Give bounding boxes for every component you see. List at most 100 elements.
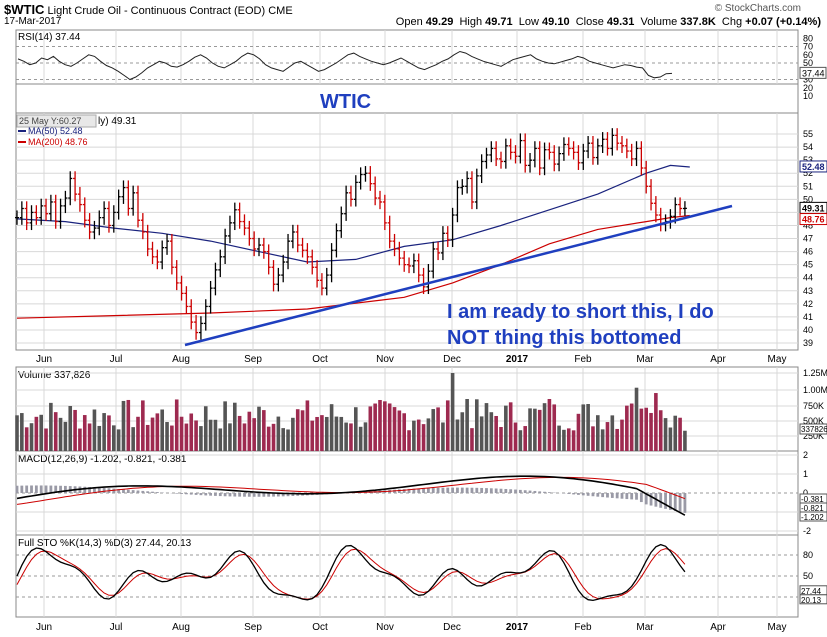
volume-bar: [479, 416, 484, 451]
volume-bar: [271, 423, 276, 451]
volume-bar: [136, 416, 140, 451]
price-bar: [261, 237, 266, 259]
volume-bar: [421, 424, 426, 451]
macd-hist-bar: [233, 493, 237, 497]
macd-hist-bar: [223, 493, 227, 497]
ohlc-readout: Open 49.29 High 49.71 Low 49.10 Close 49…: [396, 16, 821, 28]
high-label: High: [459, 16, 483, 28]
price-bar: [378, 190, 382, 210]
x-tick-label: Sep: [244, 622, 262, 633]
volume-bar: [518, 430, 523, 451]
macd-hist-bar: [209, 493, 212, 496]
price-bar: [547, 142, 552, 160]
volume-bar: [324, 416, 329, 451]
price-bar: [126, 180, 131, 216]
price-bar: [160, 240, 165, 270]
volume-bar: [189, 413, 194, 451]
macd-hist-bar: [228, 493, 232, 497]
macd-hist-bar: [39, 485, 43, 493]
price-bar: [257, 237, 261, 257]
price-bar: [537, 141, 542, 176]
x-tick-label: Aug: [172, 622, 190, 633]
macd-hist-bar: [214, 493, 217, 496]
volume-bar: [571, 430, 576, 451]
price-bar: [620, 136, 624, 153]
annotation-line-2: NOT thing this bottomed: [447, 327, 681, 349]
price-bar: [484, 147, 489, 169]
macd-hist-bar: [102, 487, 106, 493]
price-bar: [649, 179, 654, 211]
volume-bar: [315, 416, 319, 451]
macd-hist-bar: [189, 493, 193, 495]
volume-bar: [320, 415, 324, 451]
volume-bar: [387, 403, 392, 451]
rsi-y-tick: 30: [803, 75, 813, 85]
price-bar: [131, 185, 136, 216]
volume-bar: [363, 422, 368, 451]
macd-hist-bar: [591, 493, 595, 497]
volume-bar: [625, 405, 629, 451]
macd-hist-bar: [470, 487, 474, 493]
macd-y-tick: 1: [803, 469, 808, 479]
price-bar: [397, 241, 402, 266]
macd-hist-bar: [567, 493, 571, 494]
macd-hist-bar: [291, 493, 295, 497]
macd-hist-bar: [25, 485, 29, 493]
macd-hist-bar: [146, 491, 150, 493]
price-bar: [111, 205, 116, 233]
price-bar: [237, 202, 242, 229]
stoch-y-tick: 80: [803, 550, 813, 560]
macd-hist-bar: [669, 493, 672, 510]
macd-y-tick: 2: [803, 450, 808, 460]
volume-bar: [344, 422, 348, 451]
price-bar: [348, 185, 353, 207]
macd-hist-bar: [538, 491, 542, 493]
macd-hist-bar: [422, 488, 425, 493]
macd-signal-line: [16, 476, 686, 505]
macd-hist-bar: [460, 487, 464, 493]
volume-bar: [150, 417, 155, 451]
macd-hist-bar: [610, 493, 614, 498]
volume-bar: [257, 406, 261, 451]
macd-hist-bar: [402, 489, 406, 493]
price-y-tick: 47: [803, 234, 813, 244]
volume-bar: [87, 423, 92, 451]
price-y-tick: 51: [803, 181, 813, 191]
price-bar: [528, 152, 533, 173]
price-y-tick: 42: [803, 299, 813, 309]
volume-bar: [465, 399, 469, 451]
price-bar: [508, 138, 513, 160]
price-bar: [557, 146, 562, 172]
price-bar: [82, 197, 87, 228]
price-bar: [271, 260, 276, 292]
volume-bar: [460, 412, 465, 451]
price-bar: [213, 262, 218, 296]
macd-hist-bar: [88, 487, 91, 493]
price-bar: [682, 201, 687, 216]
macd-hist-bar: [397, 489, 401, 493]
volume-bar: [523, 426, 527, 451]
volume-bar: [237, 415, 242, 451]
price-bar: [431, 241, 436, 279]
stoch-tag: 27.44: [801, 587, 822, 596]
macd-hist-bar: [572, 493, 575, 495]
macd-hist-bar: [15, 485, 19, 493]
x-tick-label: 2017: [506, 354, 529, 365]
macd-hist-bar: [436, 487, 440, 493]
macd-hist-bar: [465, 487, 469, 493]
price-bar: [368, 166, 373, 191]
macd-hist-bar: [533, 490, 537, 493]
price-bar: [600, 132, 605, 153]
volume-bar: [533, 408, 537, 451]
macd-hist-bar: [523, 490, 527, 493]
volume-bar: [155, 413, 160, 451]
volume-value: 337.8K: [680, 16, 716, 28]
price-bar: [29, 205, 34, 231]
volume-y-tick: 1.25M: [803, 368, 827, 378]
macd-hist-bar: [664, 493, 667, 509]
volume-bar: [39, 414, 43, 451]
volume-bar: [605, 422, 610, 451]
volume-bar: [116, 429, 121, 451]
macd-hist-bar: [480, 487, 484, 493]
macd-hist-bar: [635, 493, 638, 500]
